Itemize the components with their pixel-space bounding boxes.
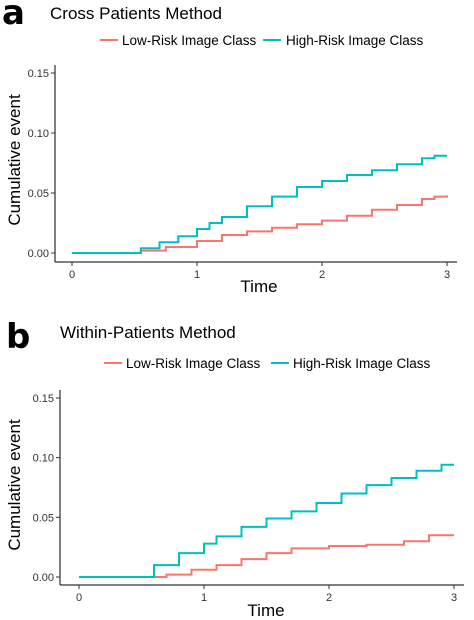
panel-b-y-tick-label: 0.00 (33, 572, 54, 584)
panel-b-y-tick-label: 0.05 (33, 512, 54, 524)
panel-b-x-tick-label: 3 (451, 592, 457, 604)
panel-a-series-high-risk-line (72, 154, 447, 254)
panel-a-x-tick-label: 3 (444, 269, 450, 281)
panel-a-legend-high-label: High-Risk Image Class (286, 33, 424, 48)
panel-b-series-low-risk-line (79, 534, 454, 578)
panel-b-title: Within-Patients Method (60, 323, 236, 342)
panel-b: b Within-Patients Method Low-Risk Image … (5, 317, 464, 620)
panel-a-y-tick-label: 0.10 (28, 128, 49, 140)
panel-a: a Cross Patients Method Low-Risk Image C… (2, 0, 457, 296)
panel-b-plot: 0.00 0.05 0.10 0.15 0 1 2 3 (33, 390, 464, 604)
panel-a-series-low-risk-line (72, 195, 448, 254)
panel-b-legend-low-label: Low-Risk Image Class (126, 356, 261, 371)
panel-a-y-axis-label: Cumulative event (5, 94, 24, 226)
panel-a-title: Cross Patients Method (50, 4, 222, 23)
panel-b-legend-high-label: High-Risk Image Class (293, 356, 431, 371)
panel-a-x-tick-label: 0 (69, 269, 75, 281)
panel-a-y-tick-label: 0.05 (28, 188, 49, 200)
panel-b-y-tick-label: 0.10 (33, 453, 54, 465)
panel-a-legend-low-label: Low-Risk Image Class (122, 33, 257, 48)
panel-b-y-axis-label: Cumulative event (5, 419, 24, 551)
panel-a-plot: 0.00 0.05 0.10 0.15 0 1 2 3 (28, 65, 457, 281)
panel-b-x-axis-label: Time (247, 601, 284, 620)
panel-b-series-high-risk-line (79, 463, 454, 578)
panel-a-x-tick-label: 2 (319, 269, 325, 281)
panel-b-x-tick-label: 0 (76, 592, 82, 604)
panel-b-y-tick-label: 0.15 (33, 393, 54, 405)
panel-b-x-tick-label: 1 (201, 592, 207, 604)
panel-b-letter: b (6, 317, 30, 357)
panel-a-y-tick-label: 0.15 (28, 68, 49, 80)
panel-a-letter: a (2, 0, 25, 33)
panel-b-x-tick-label: 2 (326, 592, 332, 604)
panel-a-x-axis-label: Time (240, 277, 277, 296)
panel-a-x-tick-label: 1 (194, 269, 200, 281)
panel-a-y-tick-label: 0.00 (28, 248, 49, 260)
